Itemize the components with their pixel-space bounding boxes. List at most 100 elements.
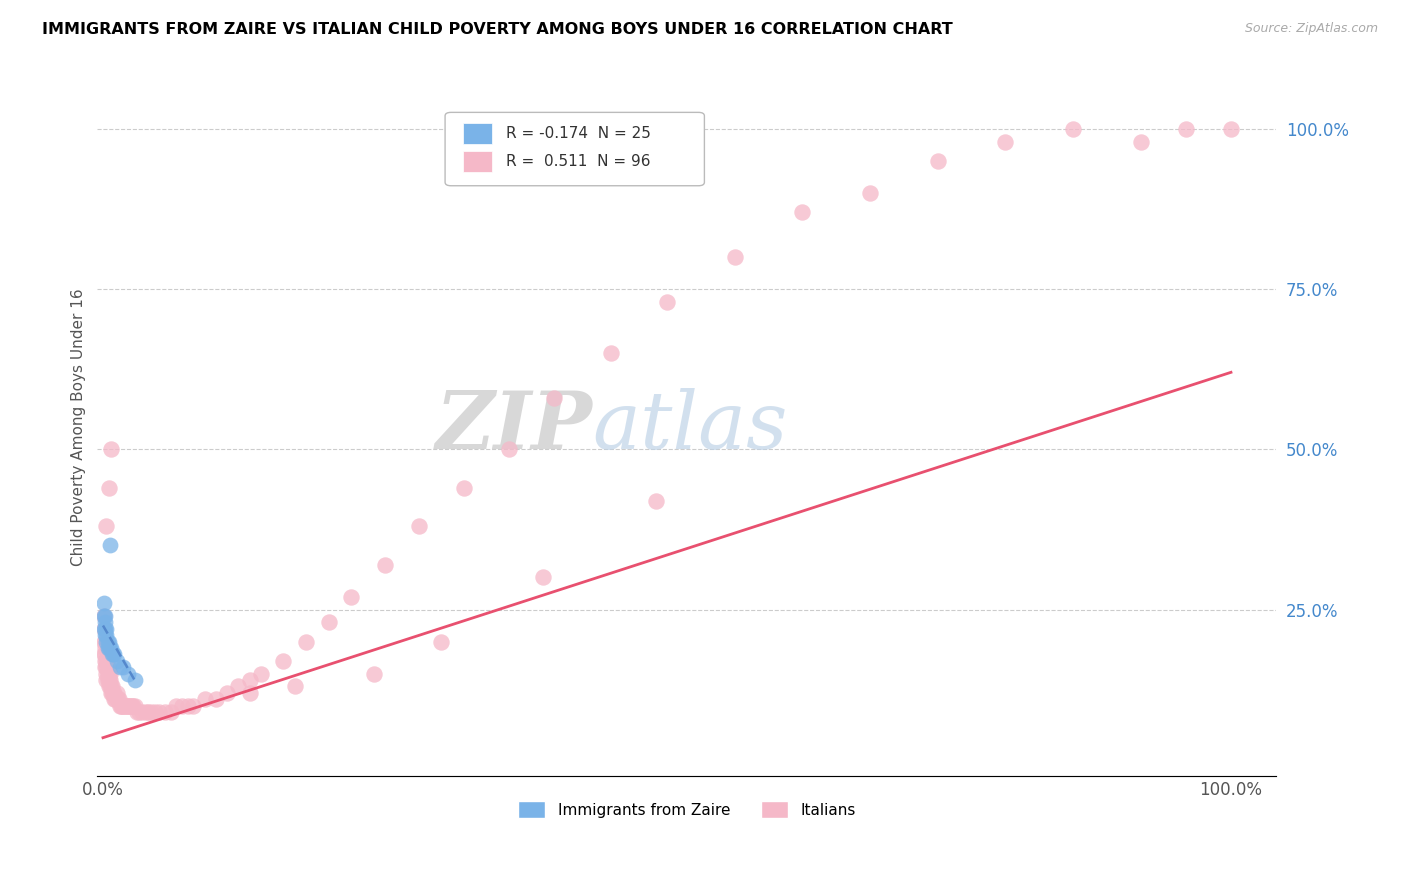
Point (96, 673, 118, 687)
Point (117, 698, 139, 713)
Text: atlas: atlas (592, 388, 787, 466)
Point (96, 634, 118, 648)
Text: Source: ZipAtlas.com: Source: ZipAtlas.com (1244, 22, 1378, 36)
Point (112, 698, 135, 713)
Point (122, 698, 145, 713)
Point (97, 634, 120, 648)
Point (94, 628, 117, 642)
Point (96, 666, 118, 681)
Point (531, 570, 554, 584)
Point (111, 698, 134, 713)
Point (98, 640, 121, 655)
Point (107, 692, 129, 706)
Point (100, 686, 122, 700)
Point (94, 654, 117, 668)
Point (103, 648, 125, 662)
Point (93, 648, 115, 662)
Point (599, 346, 621, 360)
Point (724, 250, 747, 264)
Point (124, 698, 146, 713)
Point (1129, 135, 1152, 149)
Point (118, 698, 141, 713)
FancyBboxPatch shape (463, 123, 492, 144)
Point (176, 698, 198, 713)
Point (94, 640, 117, 655)
Point (273, 654, 295, 668)
Point (93, 608, 115, 623)
Point (94, 648, 117, 662)
Point (98, 538, 121, 552)
Point (204, 692, 226, 706)
Point (93, 622, 115, 636)
Point (98, 673, 121, 687)
Point (94, 615, 117, 630)
Point (295, 634, 318, 648)
Point (94, 660, 117, 674)
Point (165, 698, 187, 713)
Point (101, 648, 124, 662)
Point (120, 698, 142, 713)
Point (159, 705, 181, 719)
Point (143, 705, 166, 719)
Point (97, 666, 120, 681)
Point (96, 654, 118, 668)
Point (104, 692, 127, 706)
Point (96, 666, 118, 681)
Point (228, 680, 250, 694)
Point (94, 634, 117, 648)
Point (1220, 121, 1243, 136)
Point (374, 558, 396, 572)
Text: IMMIGRANTS FROM ZAIRE VS ITALIAN CHILD POVERTY AMONG BOYS UNDER 16 CORRELATION C: IMMIGRANTS FROM ZAIRE VS ITALIAN CHILD P… (42, 22, 953, 37)
Point (644, 493, 666, 508)
Point (135, 705, 157, 719)
Point (93, 622, 115, 636)
Point (94, 622, 117, 636)
Point (239, 673, 262, 687)
Point (994, 135, 1017, 149)
Point (108, 660, 131, 674)
Point (453, 481, 475, 495)
Point (98, 666, 121, 681)
Point (105, 654, 128, 668)
FancyBboxPatch shape (446, 112, 704, 186)
Point (101, 686, 124, 700)
Point (108, 698, 131, 713)
Point (543, 391, 565, 405)
Point (97, 481, 120, 495)
Point (101, 648, 124, 662)
Point (1062, 121, 1084, 136)
Point (1174, 121, 1197, 136)
Point (103, 686, 125, 700)
Point (148, 705, 170, 719)
Point (96, 622, 118, 636)
Point (105, 692, 128, 706)
Point (94, 608, 117, 623)
Point (363, 666, 385, 681)
Point (859, 186, 882, 200)
Point (217, 686, 239, 700)
Point (141, 705, 163, 719)
Point (430, 634, 453, 648)
Point (93, 608, 115, 623)
Point (97, 680, 120, 694)
Point (117, 666, 139, 681)
Point (101, 680, 124, 694)
Point (93, 634, 115, 648)
Point (408, 519, 430, 533)
Point (103, 692, 125, 706)
Text: R =  0.511  N = 96: R = 0.511 N = 96 (506, 153, 651, 169)
Point (318, 615, 340, 630)
Point (101, 686, 124, 700)
Point (93, 596, 115, 610)
Point (100, 680, 122, 694)
Point (121, 698, 143, 713)
Point (112, 698, 135, 713)
Point (193, 692, 215, 706)
Point (105, 686, 128, 700)
Point (100, 442, 122, 457)
Point (498, 442, 520, 457)
Point (100, 640, 122, 655)
Point (250, 666, 273, 681)
Point (97, 640, 120, 655)
Point (125, 705, 148, 719)
